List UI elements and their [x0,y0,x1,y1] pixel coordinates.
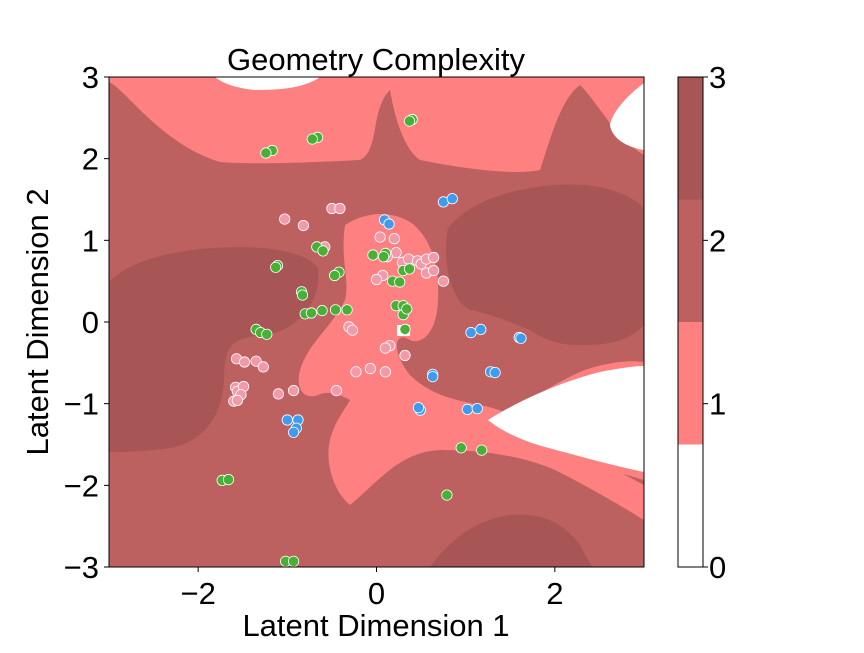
colorbar-segment [678,322,703,445]
y-tick-label: 1 [82,223,99,258]
scatter-point-green [401,303,413,315]
colorbar-tick-label: 2 [709,223,726,258]
y-axis-ticks: −3 −2 −1 0 1 2 3 [64,60,109,585]
x-tick-label: 0 [368,576,385,611]
scatter-point-green [394,276,406,288]
contour-level0-top-right [610,83,644,150]
colorbar: 0 1 2 3 [677,60,726,585]
scatter-point-pink [399,349,411,362]
scatter-point-green [261,328,273,340]
scatter-point-green [305,307,317,319]
y-tick-label: −1 [64,387,99,422]
scatter-point-pink [388,233,400,245]
y-axis-label: Latent Dimension 2 [20,188,55,455]
colorbar-tick-label: 0 [709,550,726,585]
chart-title: Geometry Complexity [227,42,526,77]
colorbar-segment [678,77,703,200]
scatter-point-blue [281,414,293,426]
contour-level3-left [109,247,319,452]
contour-fill [109,77,644,567]
contour-level0-right [488,366,644,472]
y-tick-label: −2 [64,468,99,503]
scatter-point-pink [330,384,342,397]
scatter-point-green [399,323,411,335]
scatter-point-pink [350,366,362,378]
colorbar-segment [678,199,703,322]
scatter-point-pink [297,220,309,232]
scatter-point-green [329,304,342,316]
x-tick-label: −2 [180,576,215,611]
scatter-point-pink [238,356,251,368]
scatter-point-green [403,115,416,127]
contour-level3-upper-right [446,184,644,346]
scatter-point-pink [346,324,358,336]
scatter-point-pink [364,362,376,375]
scatter-point-blue [471,402,483,415]
scatter-point-pink [287,384,300,397]
scatter-point-green [306,133,318,145]
scatter-point-green [316,304,328,317]
scatter-point-green [287,555,300,567]
y-tick-label: 0 [82,305,99,340]
colorbar-segment [678,444,703,567]
scatter-points [216,113,527,567]
scatter-point-blue [515,332,527,344]
scatter-point-green [367,249,379,261]
scatter-point-green [455,442,467,454]
scatter-point-blue [383,218,395,230]
y-tick-label: 2 [82,142,99,177]
scatter-point-blue [465,326,477,339]
scatter-point-blue [427,371,439,383]
colorbar-tick-label: 3 [709,60,726,95]
scatter-point-blue [412,402,424,414]
scatter-point-green [328,269,341,282]
scatter-point-green [341,304,353,316]
scatter-point-green [476,444,488,456]
scatter-point-green [441,489,453,501]
scatter-point-green [296,289,309,301]
scatter-point-pink [374,231,386,243]
scatter-point-green [222,473,235,486]
scatter-point-green [403,263,416,275]
y-tick-label: −3 [64,550,99,585]
scatter-point-blue [489,366,501,379]
scatter-point-pink [379,342,391,354]
scatter-point-green [270,261,282,273]
scatter-point-pink [272,388,284,400]
scatter-point-pink [437,275,449,287]
contour-level1-top-band [109,77,644,172]
scatter-point-green [317,245,329,257]
colorbar-tick-label: 1 [709,387,726,422]
x-tick-label: 2 [546,576,563,611]
scatter-point-green [377,251,390,263]
colorbar-frame [677,76,704,568]
scatter-point-blue [446,193,458,205]
scatter-point-pink [279,213,291,225]
contour-level0-top-left [215,77,320,90]
scatter-point-pink [370,273,383,286]
x-axis-ticks: −2 0 2 [180,567,563,611]
scatter-point-blue [475,323,487,335]
scatter-point-pink [257,361,269,373]
scatter-point-pink [334,202,346,215]
scatter-point-blue [287,426,300,438]
scatter-point-pink [427,251,440,264]
y-tick-label: 3 [82,60,99,95]
scatter-point-pink [427,264,440,277]
x-axis-label: Latent Dimension 1 [242,608,509,643]
scatter-point-green [260,147,272,159]
scatter-point-blue [461,403,473,415]
scatter-point-pink [379,366,391,378]
scatter-point-pink [231,394,243,406]
contour-level3-bottom [430,514,592,567]
